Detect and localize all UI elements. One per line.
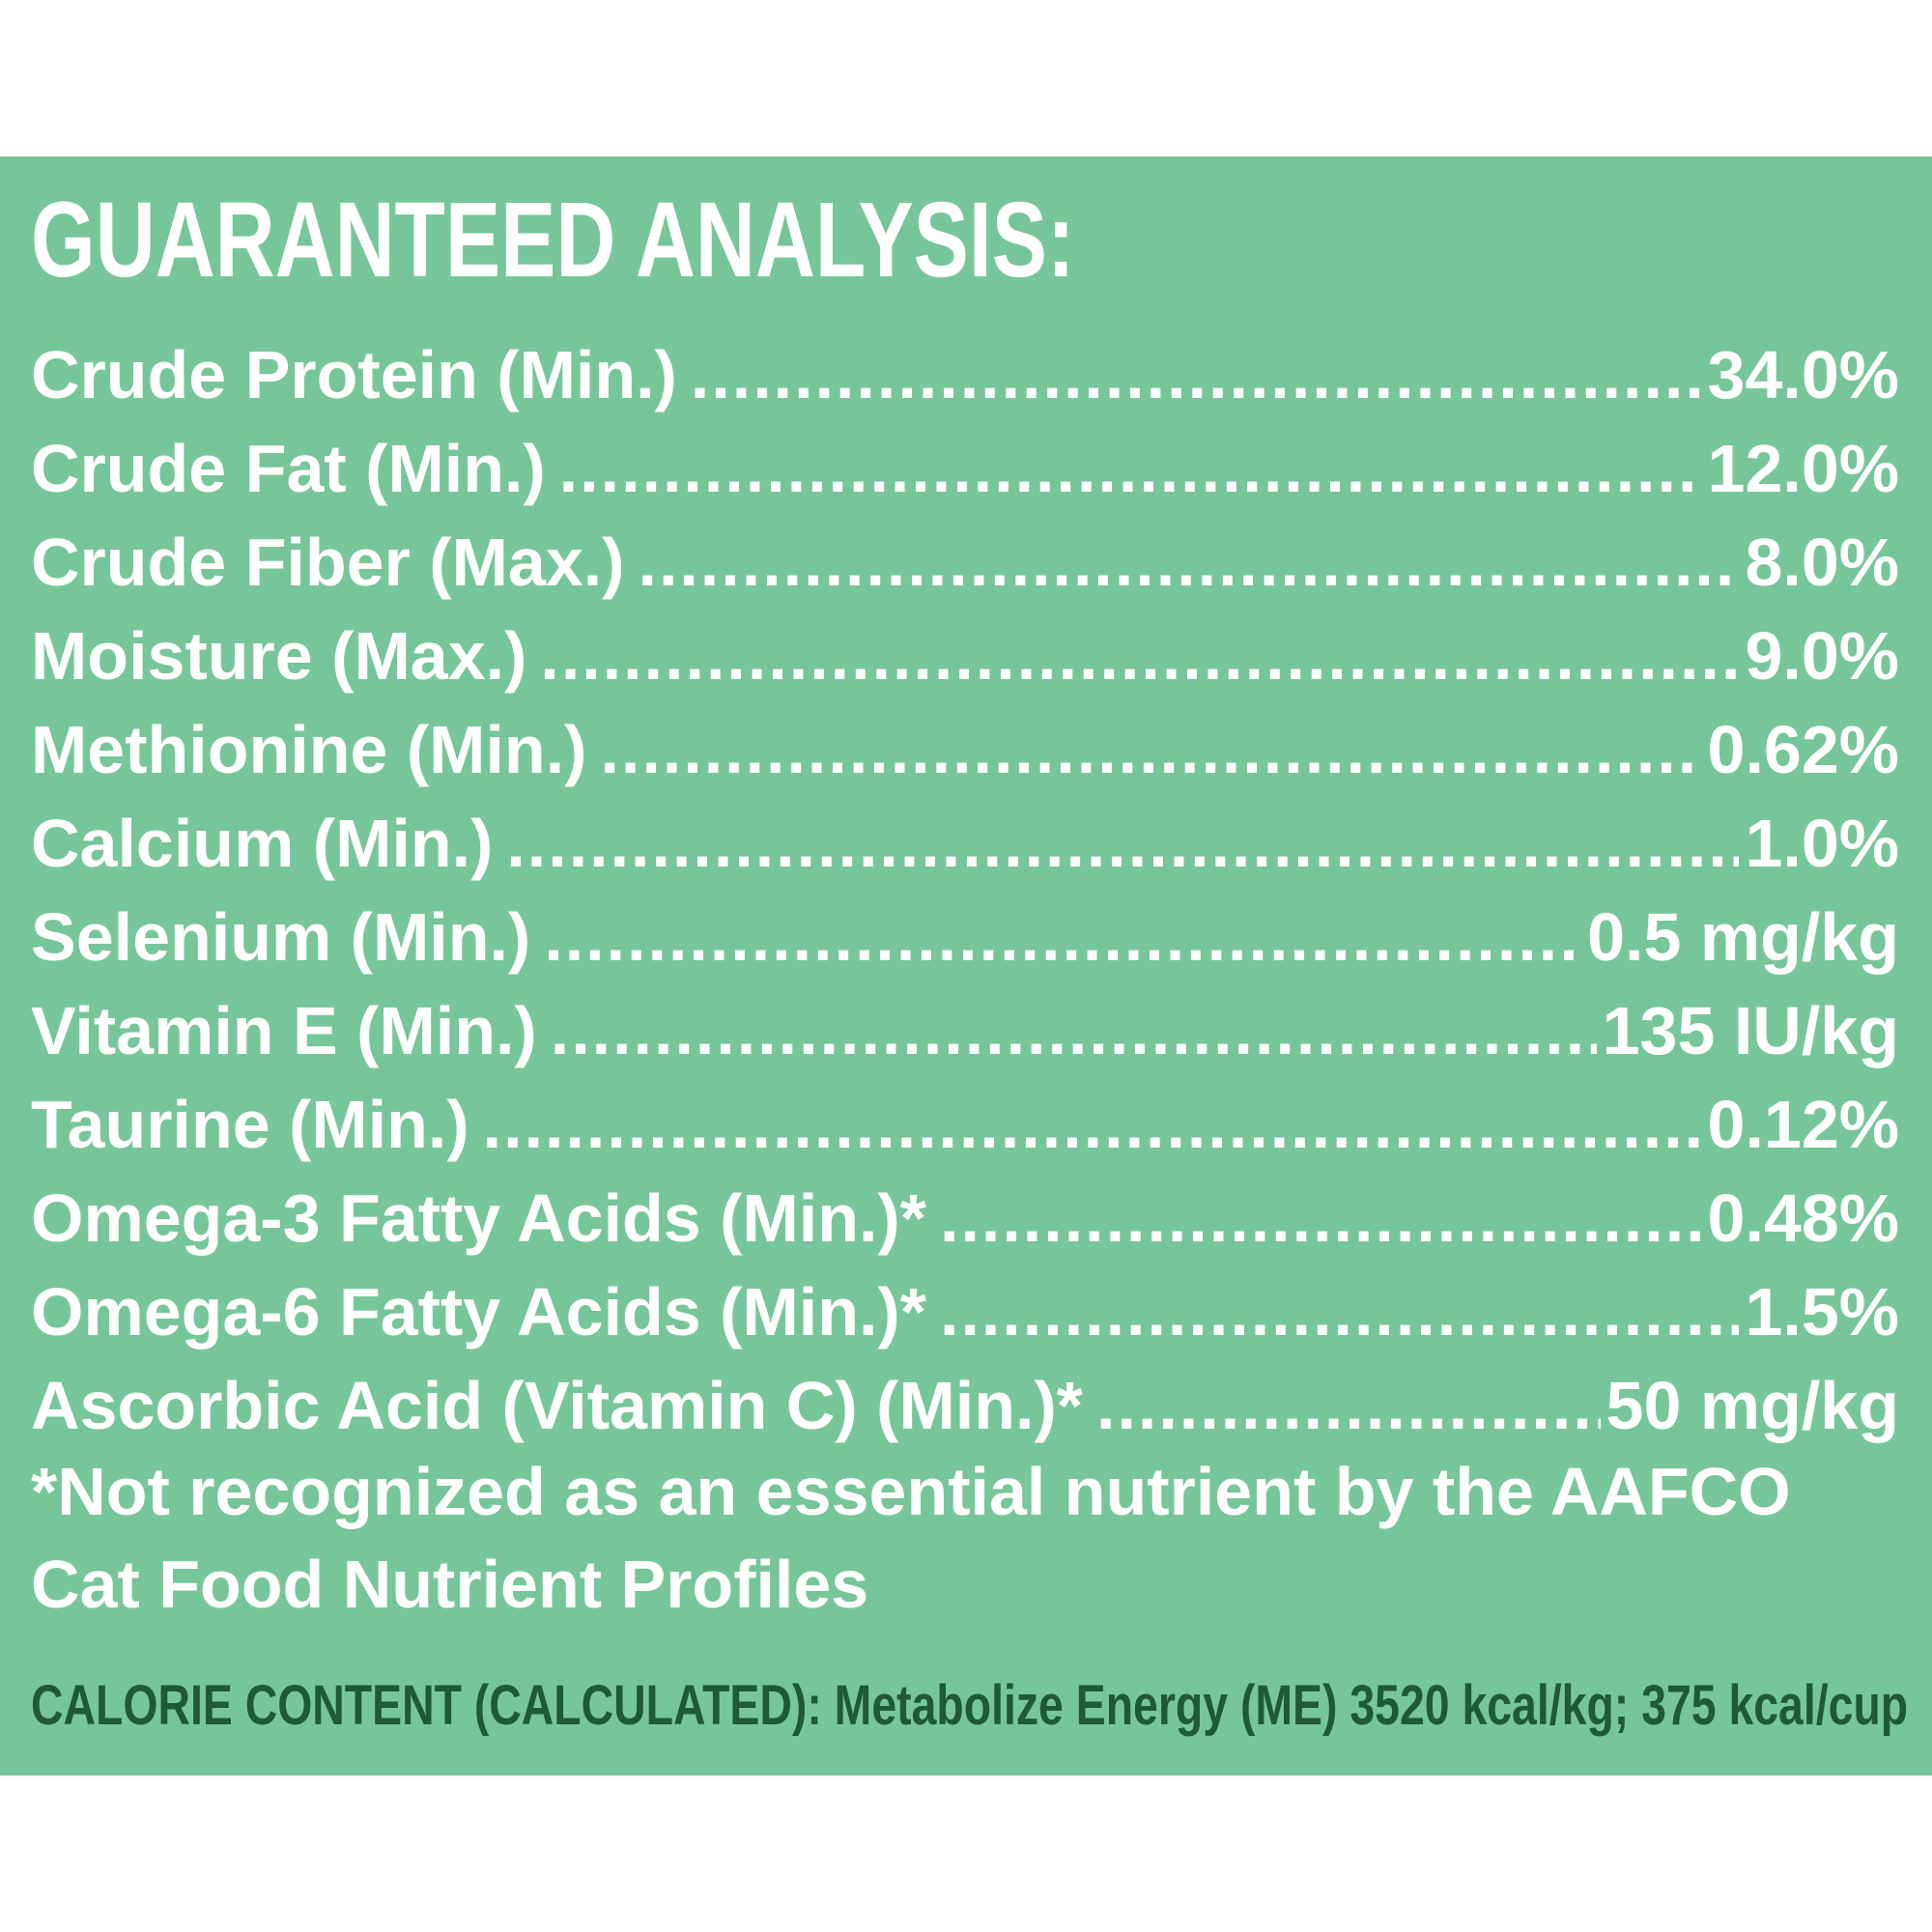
dot-leader: [544, 891, 1581, 984]
dot-leader: [940, 1172, 1702, 1265]
nutrient-value: 135 IU/kg: [1602, 993, 1899, 1068]
nutrient-label: Taurine (Min.): [31, 1087, 469, 1162]
dot-leader: [1096, 1359, 1601, 1453]
dot-leader: [540, 610, 1739, 703]
nutrient-label: Vitamin E (Min.): [31, 993, 537, 1068]
dot-leader: [600, 703, 1701, 797]
nutrient-label: Crude Fat (Min.): [31, 431, 546, 506]
nutrient-label: Moisture (Max.): [31, 618, 527, 694]
nutrient-value: 50 mg/kg: [1605, 1368, 1899, 1443]
nutrient-value: 0.48%: [1707, 1180, 1899, 1256]
nutrient-value: 34.0%: [1707, 337, 1899, 412]
nutrient-value: 0.12%: [1707, 1087, 1899, 1162]
nutrient-label: Crude Fiber (Max.): [31, 525, 625, 600]
nutrient-row: Omega-6 Fatty Acids (Min.)* 1.5%: [31, 1265, 1899, 1359]
nutrient-value: 8.0%: [1745, 525, 1899, 600]
dot-leader: [639, 516, 1740, 610]
nutrient-value: 1.0%: [1745, 806, 1899, 881]
dot-leader: [506, 797, 1739, 891]
nutrient-value: 12.0%: [1707, 431, 1899, 506]
dot-leader: [551, 984, 1597, 1078]
nutrient-label: Omega-3 Fatty Acids (Min.)*: [31, 1180, 926, 1256]
nutrient-label: Ascorbic Acid (Vitamin C) (Min.)*: [31, 1368, 1083, 1443]
nutrient-row: Omega-3 Fatty Acids (Min.)* 0.48%: [31, 1172, 1899, 1265]
dot-leader: [691, 328, 1702, 422]
dot-leader: [483, 1078, 1702, 1172]
nutrient-row: Taurine (Min.) 0.12%: [31, 1078, 1899, 1172]
nutrient-row: Calcium (Min.) 1.0%: [31, 797, 1899, 891]
nutrient-row: Vitamin E (Min.) 135 IU/kg: [31, 984, 1899, 1078]
analysis-heading: GUARANTEED ANALYSIS:: [31, 181, 1075, 299]
nutrient-label: Calcium (Min.): [31, 806, 494, 881]
nutrient-row: Selenium (Min.) 0.5 mg/kg: [31, 891, 1899, 984]
nutrient-value: 9.0%: [1745, 618, 1899, 694]
nutrient-row: Methionine (Min.) 0.62%: [31, 703, 1899, 797]
nutrient-row: Crude Fiber (Max.) 8.0%: [31, 516, 1899, 610]
nutrient-table: Crude Protein (Min.) 34.0% Crude Fat (Mi…: [31, 328, 1899, 1453]
dot-leader: [559, 422, 1702, 516]
nutrient-value: 0.5 mg/kg: [1587, 899, 1899, 975]
aafco-footnote: *Not recognized as an essential nutrient…: [31, 1454, 1791, 1622]
nutrient-value: 0.62%: [1707, 712, 1899, 787]
dot-leader: [940, 1265, 1739, 1359]
nutrient-value: 1.5%: [1745, 1274, 1899, 1350]
nutrient-row: Moisture (Max.) 9.0%: [31, 610, 1899, 703]
nutrient-label: Selenium (Min.): [31, 899, 531, 975]
nutrient-row: Ascorbic Acid (Vitamin C) (Min.)* 50 mg/…: [31, 1359, 1899, 1453]
nutrient-label: Methionine (Min.): [31, 712, 587, 787]
nutrient-row: Crude Protein (Min.) 34.0%: [31, 328, 1899, 422]
nutrient-label: Crude Protein (Min.): [31, 337, 677, 412]
nutrient-row: Crude Fat (Min.) 12.0%: [31, 422, 1899, 516]
calorie-content: CALORIE CONTENT (CALCULATED): Metabolize…: [31, 1674, 1909, 1737]
nutrient-label: Omega-6 Fatty Acids (Min.)*: [31, 1274, 926, 1350]
